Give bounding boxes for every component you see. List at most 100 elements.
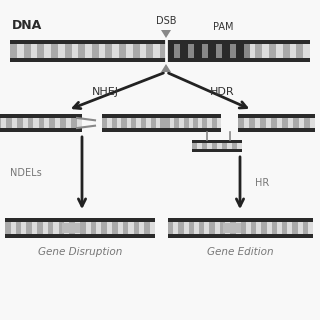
Text: Gene Edition: Gene Edition [207,247,274,257]
Bar [37,222,43,234]
Bar [92,44,99,58]
Bar [102,117,107,128]
Bar [199,222,204,234]
Bar [80,222,85,234]
Text: Gene Disruption: Gene Disruption [38,247,122,257]
Bar [223,223,241,233]
Bar [168,218,313,222]
Bar [174,117,180,128]
Bar [102,128,170,132]
Bar [192,143,242,149]
Bar [222,143,227,149]
Bar [106,44,112,58]
Bar [10,40,310,44]
Bar [260,117,266,128]
Bar [112,117,117,128]
Bar [133,44,140,58]
Bar [38,117,44,128]
Bar [5,222,11,234]
Bar [102,117,170,128]
Bar [101,222,107,234]
Bar [10,44,310,58]
Bar [102,114,170,117]
Bar [192,149,242,152]
Bar [144,222,150,234]
Bar [238,117,244,128]
Bar [202,143,207,149]
Bar [293,117,299,128]
Bar [60,117,66,128]
Text: HR: HR [255,178,269,188]
Bar [133,222,139,234]
Text: PAM: PAM [213,22,234,32]
Bar [189,222,194,234]
Bar [220,222,225,234]
Bar [151,117,156,128]
Bar [160,44,167,58]
Bar [112,222,118,234]
Bar [184,117,189,128]
Bar [28,117,33,128]
Bar [192,140,242,143]
Bar [10,58,310,62]
Bar [168,222,313,234]
Text: NDELs: NDELs [10,168,42,178]
Bar [178,222,184,234]
Bar [283,44,290,58]
Bar [249,117,255,128]
Bar [238,117,315,128]
Bar [51,44,58,58]
Bar [242,44,249,58]
Bar [65,44,72,58]
Bar [180,44,188,58]
Bar [261,222,267,234]
Bar [62,223,80,233]
Bar [165,128,221,132]
Bar [37,44,44,58]
Bar [212,143,217,149]
Bar [5,222,155,234]
Bar [214,44,221,58]
Bar [123,222,128,234]
Bar [165,114,221,117]
Bar [168,234,313,238]
Bar [187,44,194,58]
Polygon shape [161,64,171,72]
Text: DNA: DNA [12,19,42,32]
Bar [6,117,12,128]
Bar [292,222,298,234]
Bar [238,128,315,132]
Bar [168,222,173,234]
Bar [222,44,230,58]
Bar [236,44,244,58]
Bar [17,117,22,128]
Text: HDR: HDR [210,87,234,97]
Bar [208,44,216,58]
Bar [272,222,277,234]
Bar [228,44,235,58]
Bar [69,222,75,234]
Bar [209,222,215,234]
Bar [5,234,155,238]
Bar [16,222,21,234]
Bar [0,117,1,128]
Bar [0,114,82,117]
Text: NHEJ: NHEJ [92,87,118,97]
Bar [269,44,276,58]
Bar [241,222,246,234]
Bar [78,44,85,58]
Bar [202,117,207,128]
Bar [49,117,55,128]
Bar [27,222,32,234]
Bar [201,44,208,58]
Bar [131,117,136,128]
Bar [0,117,82,128]
Bar [5,218,155,222]
Bar [160,117,165,128]
Bar [165,117,221,128]
Bar [146,44,153,58]
Polygon shape [161,30,171,38]
Bar [271,117,277,128]
Bar [119,44,126,58]
Bar [166,44,250,58]
